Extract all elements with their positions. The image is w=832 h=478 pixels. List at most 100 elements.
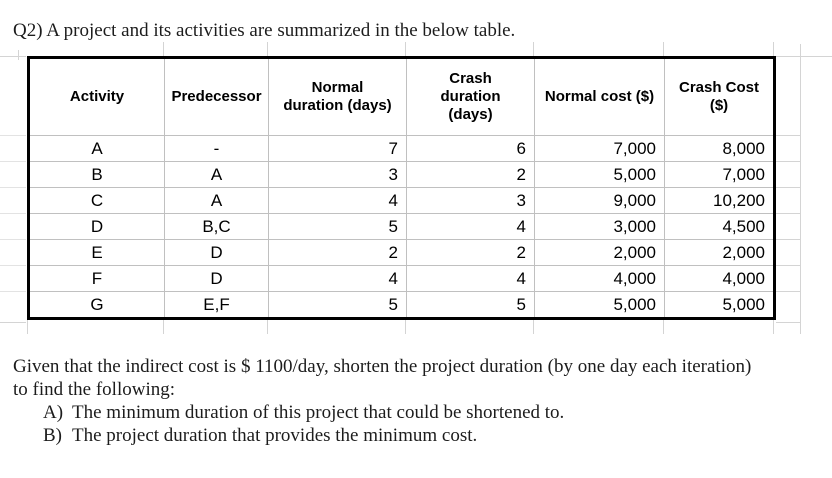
cell-r6-c6: 4,000 xyxy=(664,265,775,292)
gridline-v xyxy=(163,42,164,56)
table-row-activity-C: C A 4 3 9,000 10,200 xyxy=(28,187,775,214)
column-header-5: Normal cost ($) xyxy=(534,57,665,136)
question-item-b-text: The project duration that provides the m… xyxy=(72,425,478,446)
cell-r3-c1: C xyxy=(28,187,165,214)
cell-r3-c4: 3 xyxy=(406,187,535,214)
cell-r2-c5: 5,000 xyxy=(534,161,665,188)
column-header-1: Activity xyxy=(28,57,165,136)
gridline-v xyxy=(405,320,406,334)
cell-r4-c2: B,C xyxy=(164,213,269,240)
table-row-activity-D: D B,C 5 4 3,000 4,500 xyxy=(28,213,775,240)
gridline-h xyxy=(776,56,832,57)
cell-r6-c1: F xyxy=(28,265,165,292)
cell-r2-c2: A xyxy=(164,161,269,188)
question-item-b-label: B) xyxy=(43,425,62,446)
cell-r7-c6: 5,000 xyxy=(664,291,775,319)
gridline-h xyxy=(776,213,800,214)
cell-r1-c4: 6 xyxy=(406,135,535,162)
cell-r5-c6: 2,000 xyxy=(664,239,775,266)
table-header-row: Activity Predecessor Normal duration (days… xyxy=(28,57,775,136)
cell-r1-c6: 8,000 xyxy=(664,135,775,162)
cell-r7-c3: 5 xyxy=(268,291,407,319)
gridline-h xyxy=(0,56,26,57)
cell-r4-c5: 3,000 xyxy=(534,213,665,240)
cell-r1-c3: 7 xyxy=(268,135,407,162)
cell-r3-c5: 9,000 xyxy=(534,187,665,214)
gridline-h xyxy=(776,291,800,292)
cell-r7-c4: 5 xyxy=(406,291,535,319)
cell-r1-c2: - xyxy=(164,135,269,162)
table-row-activity-B: B A 3 2 5,000 7,000 xyxy=(28,161,775,188)
column-header-4: Crash duration (days) xyxy=(406,57,535,136)
gridline-h xyxy=(0,213,26,214)
gridline-v xyxy=(267,320,268,334)
cell-r3-c2: A xyxy=(164,187,269,214)
question-number-title: Q2) A project and its activities are sum… xyxy=(13,20,516,41)
cell-r4-c6: 4,500 xyxy=(664,213,775,240)
gridline-v xyxy=(800,44,801,334)
gridline-h xyxy=(0,161,26,162)
gridline-h xyxy=(776,239,800,240)
cell-r4-c4: 4 xyxy=(406,213,535,240)
gridline-v xyxy=(663,42,664,56)
cell-r2-c1: B xyxy=(28,161,165,188)
question-item-a: A) The minimum duration of this project … xyxy=(43,401,825,424)
cell-r2-c6: 7,000 xyxy=(664,161,775,188)
cell-r6-c2: D xyxy=(164,265,269,292)
gridline-v xyxy=(163,320,164,334)
column-header-2: Predecessor xyxy=(164,57,269,136)
activities-table: Activity Predecessor Normal duration (days… xyxy=(27,56,776,320)
cell-r7-c2: E,F xyxy=(164,291,269,319)
cell-r1-c1: A xyxy=(28,135,165,162)
question-item-b: B) The project duration that provides th… xyxy=(43,424,825,447)
gridline-v xyxy=(773,320,774,334)
column-header-3: Normal duration (days) xyxy=(268,57,407,136)
gridline-h xyxy=(776,322,800,323)
cell-r5-c3: 2 xyxy=(268,239,407,266)
cell-r7-c5: 5,000 xyxy=(534,291,665,319)
gridline-v xyxy=(27,320,28,334)
cell-r5-c4: 2 xyxy=(406,239,535,266)
gridline-v xyxy=(533,320,534,334)
cell-r4-c3: 5 xyxy=(268,213,407,240)
gridline-v xyxy=(773,42,774,56)
question-intro-line-1: Given that the indirect cost is $ 1100/d… xyxy=(13,356,752,377)
gridline-h xyxy=(0,239,26,240)
gridline-h xyxy=(776,161,800,162)
gridline-v xyxy=(267,42,268,56)
cell-r5-c1: E xyxy=(28,239,165,266)
gridline-h xyxy=(776,187,800,188)
gridline-h xyxy=(0,187,26,188)
cell-r6-c5: 4,000 xyxy=(534,265,665,292)
cell-r5-c5: 2,000 xyxy=(534,239,665,266)
cell-r3-c6: 10,200 xyxy=(664,187,775,214)
gridline-h xyxy=(776,135,800,136)
cell-r6-c4: 4 xyxy=(406,265,535,292)
cell-r2-c3: 3 xyxy=(268,161,407,188)
table-row-activity-E: E D 2 2 2,000 2,000 xyxy=(28,239,775,266)
column-header-6: Crash Cost ($) xyxy=(664,57,775,136)
cell-r4-c1: D xyxy=(28,213,165,240)
gridline-v xyxy=(663,320,664,334)
gridline-h xyxy=(776,265,800,266)
cell-r1-c5: 7,000 xyxy=(534,135,665,162)
gridline-h xyxy=(0,322,26,323)
table-row-activity-G: G E,F 5 5 5,000 5,000 xyxy=(28,291,775,319)
gridline-h xyxy=(0,265,26,266)
gridline-h xyxy=(0,135,26,136)
gridline-h xyxy=(0,291,26,292)
question-text-block: Given that the indirect cost is $ 1100/d… xyxy=(13,355,825,447)
table-row-activity-F: F D 4 4 4,000 4,000 xyxy=(28,265,775,292)
cell-r5-c2: D xyxy=(164,239,269,266)
question-item-a-text: The minimum duration of this project tha… xyxy=(72,402,565,423)
cell-r3-c3: 4 xyxy=(268,187,407,214)
question-item-a-label: A) xyxy=(43,402,64,423)
cell-r7-c1: G xyxy=(28,291,165,319)
gridline-v xyxy=(405,42,406,56)
gridline-v xyxy=(18,50,19,60)
table-row-activity-A: A -7 6 7,000 8,000 xyxy=(28,135,775,162)
cell-r2-c4: 2 xyxy=(406,161,535,188)
gridline-v xyxy=(533,42,534,56)
question-intro-line-2: to find the following: xyxy=(13,379,176,400)
